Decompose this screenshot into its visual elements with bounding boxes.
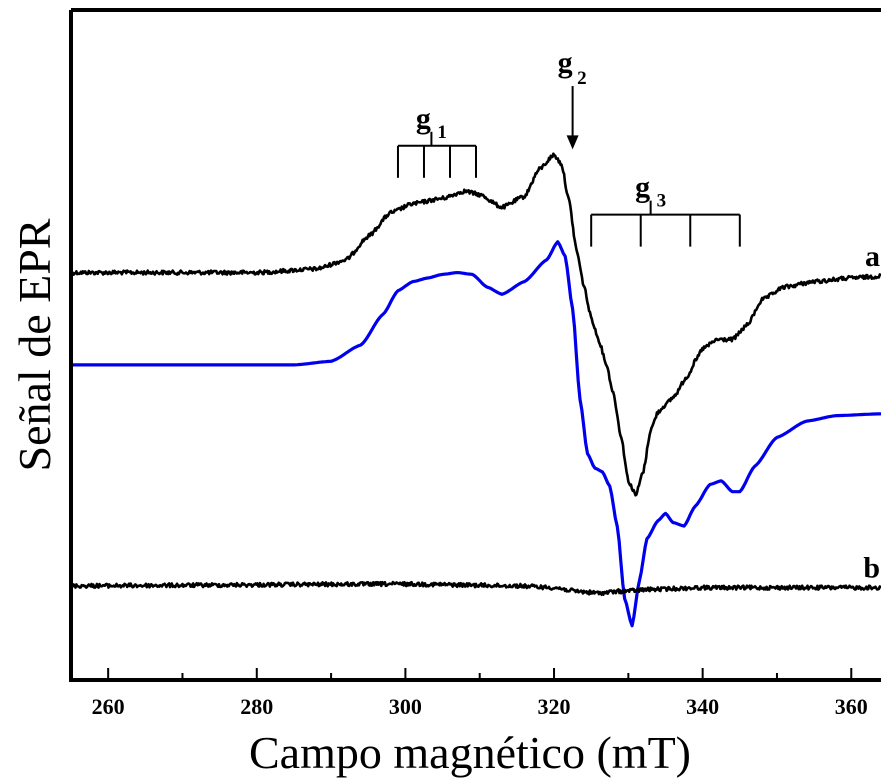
series-line-3 [69, 580, 881, 596]
x-tick-label: 320 [538, 694, 571, 719]
g-label: g [558, 46, 573, 79]
g-label: g [416, 102, 431, 135]
series-line-2 [71, 240, 881, 628]
trace-label-a: a [865, 240, 880, 273]
arrow-head [566, 135, 579, 150]
x-tick-label: 300 [389, 694, 422, 719]
g-subscript: 3 [657, 191, 667, 212]
g-subscript: 1 [437, 122, 447, 143]
axes: Campo magnético (mT) Señal de EPR 260 280… [9, 8, 881, 778]
annotations: abg 1g 2g 3 [396, 46, 880, 585]
y-axis-title: Señal de EPR [9, 218, 60, 471]
plot-area [69, 152, 881, 628]
x-tick-label: 280 [240, 694, 273, 719]
x-axis-title: Campo magnético (mT) [249, 727, 691, 778]
g-subscript: 2 [577, 68, 587, 89]
x-tick-label: 360 [835, 694, 868, 719]
g-label: g [635, 171, 650, 204]
x-tick-label: 260 [92, 694, 125, 719]
trace-label-b: b [863, 552, 880, 585]
series-line-1 [69, 152, 881, 497]
x-tick-label: 340 [686, 694, 719, 719]
